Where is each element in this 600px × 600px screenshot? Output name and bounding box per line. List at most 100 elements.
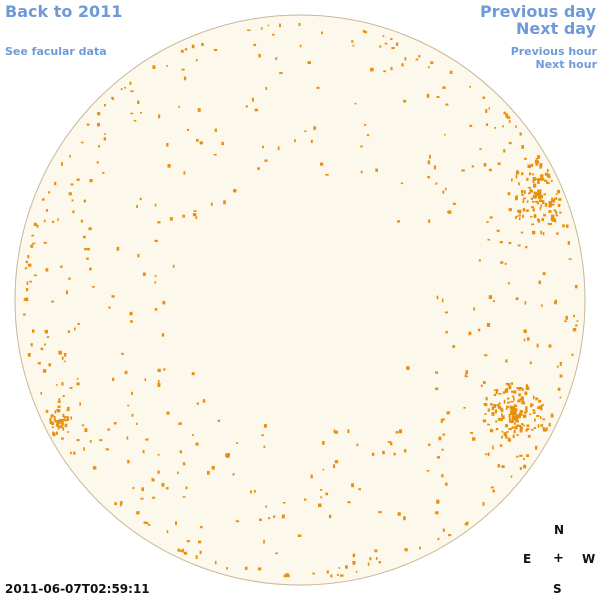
facula-mark	[223, 200, 226, 205]
see-facular-data-link[interactable]: See facular data	[5, 45, 107, 58]
previous-day-link[interactable]: Previous day	[479, 2, 596, 21]
facula-mark	[555, 193, 558, 195]
facula-mark	[54, 410, 57, 414]
previous-hour-link[interactable]: Previous hour	[510, 45, 597, 58]
facula-mark	[449, 70, 453, 74]
facula-mark	[516, 455, 519, 458]
facula-mark	[193, 210, 197, 212]
facula-mark	[235, 520, 240, 523]
facula-mark	[535, 163, 539, 166]
facula-mark	[546, 173, 550, 178]
facula-mark	[535, 445, 538, 450]
facula-mark	[507, 397, 510, 400]
facula-mark	[540, 177, 544, 181]
facula-mark	[124, 370, 128, 375]
facula-mark	[181, 68, 185, 71]
facula-mark	[107, 428, 111, 431]
facula-mark	[29, 280, 32, 283]
facula-mark	[540, 195, 543, 199]
facula-mark	[545, 428, 547, 430]
facula-mark	[537, 155, 541, 159]
facula-mark	[63, 360, 66, 363]
facula-mark	[483, 163, 487, 167]
facula-mark	[195, 216, 198, 219]
facula-mark	[497, 464, 500, 468]
facula-mark	[370, 67, 374, 72]
facula-mark	[484, 354, 488, 357]
facula-mark	[245, 105, 248, 108]
facula-mark	[543, 429, 547, 432]
facula-mark	[127, 459, 130, 464]
facula-mark	[551, 197, 554, 202]
facula-mark	[48, 191, 51, 194]
facula-mark	[27, 254, 30, 259]
facula-mark	[60, 418, 64, 421]
facula-mark	[52, 431, 55, 436]
facula-mark	[137, 253, 140, 258]
facula-mark	[153, 479, 155, 482]
facula-mark	[550, 413, 554, 418]
facula-mark	[492, 300, 495, 302]
facula-mark	[263, 424, 267, 428]
facula-mark	[435, 511, 439, 515]
facula-mark	[487, 409, 490, 412]
facula-mark	[36, 224, 39, 228]
facula-mark	[436, 96, 440, 98]
next-day-link[interactable]: Next day	[516, 19, 596, 38]
facula-mark	[468, 331, 472, 336]
facula-mark	[436, 295, 439, 300]
facula-mark	[87, 248, 90, 251]
facula-mark	[76, 439, 80, 442]
facula-mark	[538, 280, 541, 285]
facula-mark	[403, 516, 406, 521]
facula-mark	[537, 406, 541, 410]
facula-mark	[351, 483, 354, 488]
facula-mark	[493, 394, 497, 396]
facula-mark	[500, 417, 503, 421]
facula-mark	[398, 429, 403, 434]
facula-mark	[526, 200, 529, 203]
facula-mark	[356, 443, 359, 447]
facula-mark	[512, 434, 515, 439]
facula-mark	[154, 275, 157, 277]
facula-mark	[492, 489, 495, 493]
facula-mark	[503, 399, 506, 404]
next-hour-link[interactable]: Next hour	[535, 58, 598, 71]
facula-mark	[367, 562, 370, 566]
facula-mark	[65, 290, 68, 295]
facula-mark	[70, 183, 74, 186]
facula-mark	[508, 420, 513, 423]
facula-mark	[544, 172, 548, 176]
facula-mark	[525, 409, 528, 411]
facula-mark	[121, 352, 124, 355]
facula-mark	[76, 178, 80, 181]
facula-mark	[447, 211, 450, 214]
facula-mark	[340, 574, 344, 577]
facula-mark	[360, 170, 363, 174]
facula-mark	[533, 186, 536, 188]
facula-mark	[435, 371, 439, 374]
facula-mark	[98, 144, 100, 148]
facula-mark	[119, 504, 122, 507]
facula-mark	[530, 215, 533, 218]
facula-mark	[406, 366, 410, 370]
facula-mark	[257, 567, 262, 571]
facula-mark	[519, 454, 523, 457]
facula-mark	[157, 380, 160, 384]
facula-mark	[539, 207, 542, 211]
facula-mark	[452, 202, 456, 205]
facula-mark	[517, 399, 521, 403]
facula-mark	[279, 72, 283, 75]
facula-mark	[532, 179, 535, 183]
facula-mark	[515, 297, 519, 301]
facula-mark	[486, 221, 489, 223]
facula-mark	[482, 419, 487, 423]
facula-mark	[492, 404, 497, 408]
facula-mark	[521, 145, 524, 149]
back-to-year-link[interactable]: Back to 2011	[5, 2, 123, 21]
facula-mark	[528, 192, 531, 195]
facula-mark	[44, 343, 46, 346]
facula-mark	[162, 300, 166, 305]
facula-mark	[154, 239, 158, 242]
facula-mark	[506, 116, 511, 119]
